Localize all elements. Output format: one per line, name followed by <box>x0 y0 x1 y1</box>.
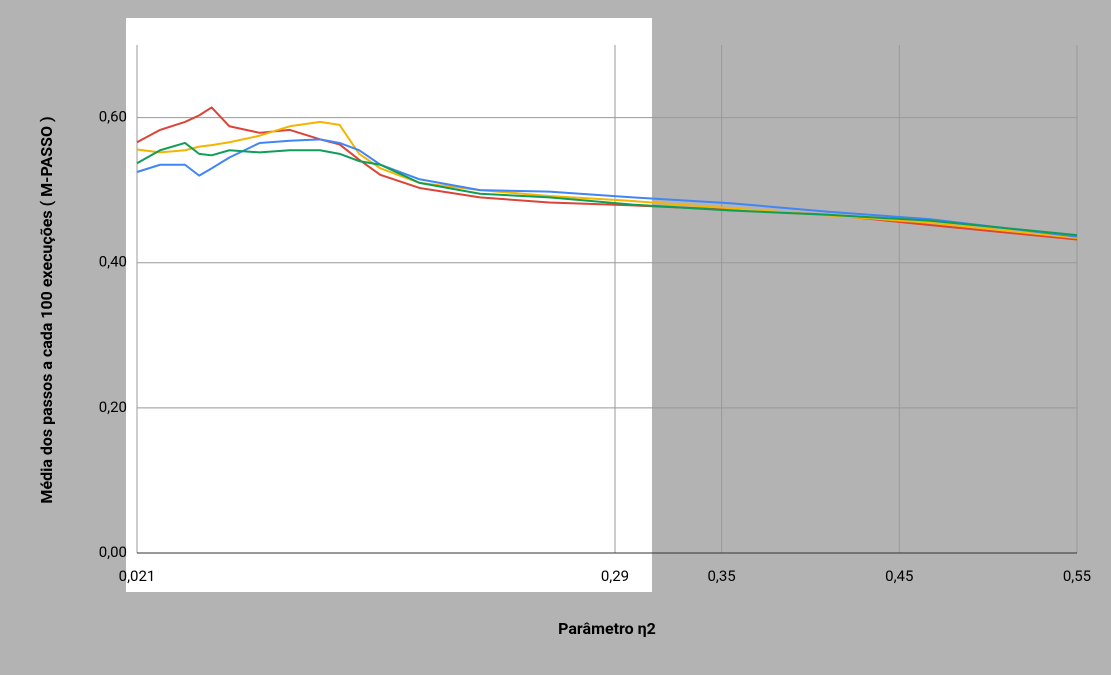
y-axis-title: Média dos passos a cada 100 execuções ( … <box>37 116 56 503</box>
y-tick-label: 0,00 <box>99 543 127 561</box>
series-line <box>136 120 1078 240</box>
x-tick-label: 0,29 <box>601 567 629 585</box>
series-line <box>136 141 1078 237</box>
y-tick-label: 0,40 <box>99 253 127 271</box>
x-axis-title: Parâmetro η2 <box>558 619 656 638</box>
series-line <box>136 138 1078 238</box>
y-tick-label: 0,20 <box>99 398 127 416</box>
selection-highlight <box>126 18 652 592</box>
x-tick-label: 0,55 <box>1063 567 1091 585</box>
x-tick-label: 0,35 <box>707 567 735 585</box>
x-tick-label: 0,021 <box>119 567 156 585</box>
y-tick-label: 0,60 <box>99 108 127 126</box>
x-tick-label: 0,45 <box>885 567 913 585</box>
